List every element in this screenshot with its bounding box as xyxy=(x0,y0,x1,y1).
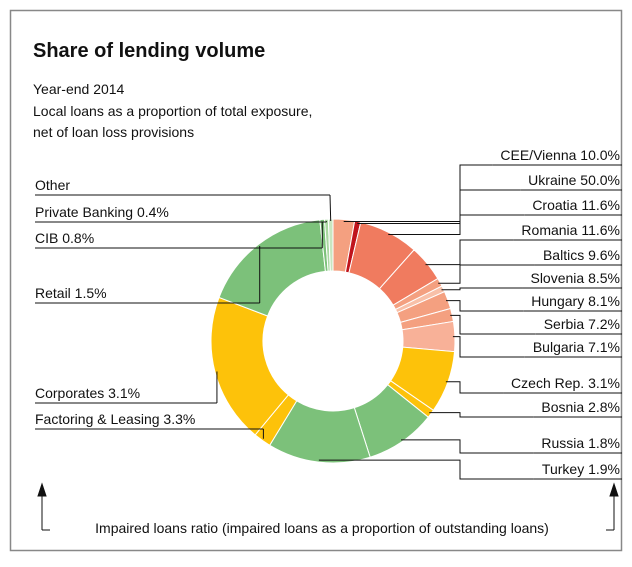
leader-line xyxy=(357,189,521,224)
description: Local loans as a proportion of total exp… xyxy=(33,103,312,119)
slice-label: Bulgaria 7.1% xyxy=(533,339,620,355)
subtitle: Year-end 2014 xyxy=(33,81,125,97)
slice-label: Russia 1.8% xyxy=(541,435,620,451)
leader-line xyxy=(401,439,534,454)
donut-slice xyxy=(327,218,334,272)
leader-line xyxy=(441,287,523,291)
slice-label: Hungary 8.1% xyxy=(531,293,620,309)
frame xyxy=(9,9,623,552)
leader-line xyxy=(429,412,534,418)
leader-line xyxy=(450,314,536,335)
leader-line xyxy=(343,164,493,222)
leader-line xyxy=(452,336,525,358)
leader-line xyxy=(438,264,535,284)
arrow-head xyxy=(37,482,47,497)
slice-label: Ukraine 50.0% xyxy=(528,172,620,188)
slice-label: Bosnia 2.8% xyxy=(541,399,620,415)
chart-title: Share of lending volume xyxy=(33,40,265,62)
slice-label: Croatia 11.6% xyxy=(532,197,620,213)
leader-line xyxy=(388,214,525,235)
slice-label: CIB 0.8% xyxy=(35,230,94,246)
slice-label: CEE/Vienna 10.0% xyxy=(500,147,620,163)
slice-label: Slovenia 8.5% xyxy=(530,270,620,286)
donut-slice xyxy=(218,219,326,317)
slice-label: Serbia 7.2% xyxy=(544,316,620,332)
annotation: Impaired loans ratio (impaired loans as … xyxy=(95,520,549,536)
arrow-head xyxy=(609,482,619,497)
slice-label: Turkey 1.9% xyxy=(542,461,620,477)
slice-label: Factoring & Leasing 3.3% xyxy=(35,411,195,427)
slice-label: Baltics 9.6% xyxy=(543,247,620,263)
slice-label: Romania 11.6% xyxy=(521,222,620,238)
slice-label: Czech Rep. 3.1% xyxy=(511,375,620,391)
leader-line xyxy=(446,300,524,312)
slice-label: Corporates 3.1% xyxy=(35,385,140,401)
leader-line xyxy=(425,239,514,266)
leader-line xyxy=(318,459,534,480)
leader-line xyxy=(445,381,504,394)
slice-label: Retail 1.5% xyxy=(35,285,107,301)
slice-label: Other xyxy=(35,177,70,193)
description: net of loan loss provisions xyxy=(33,124,194,140)
arrows xyxy=(37,482,619,531)
slice-label: Private Banking 0.4% xyxy=(35,204,169,220)
leader-line xyxy=(329,194,332,222)
